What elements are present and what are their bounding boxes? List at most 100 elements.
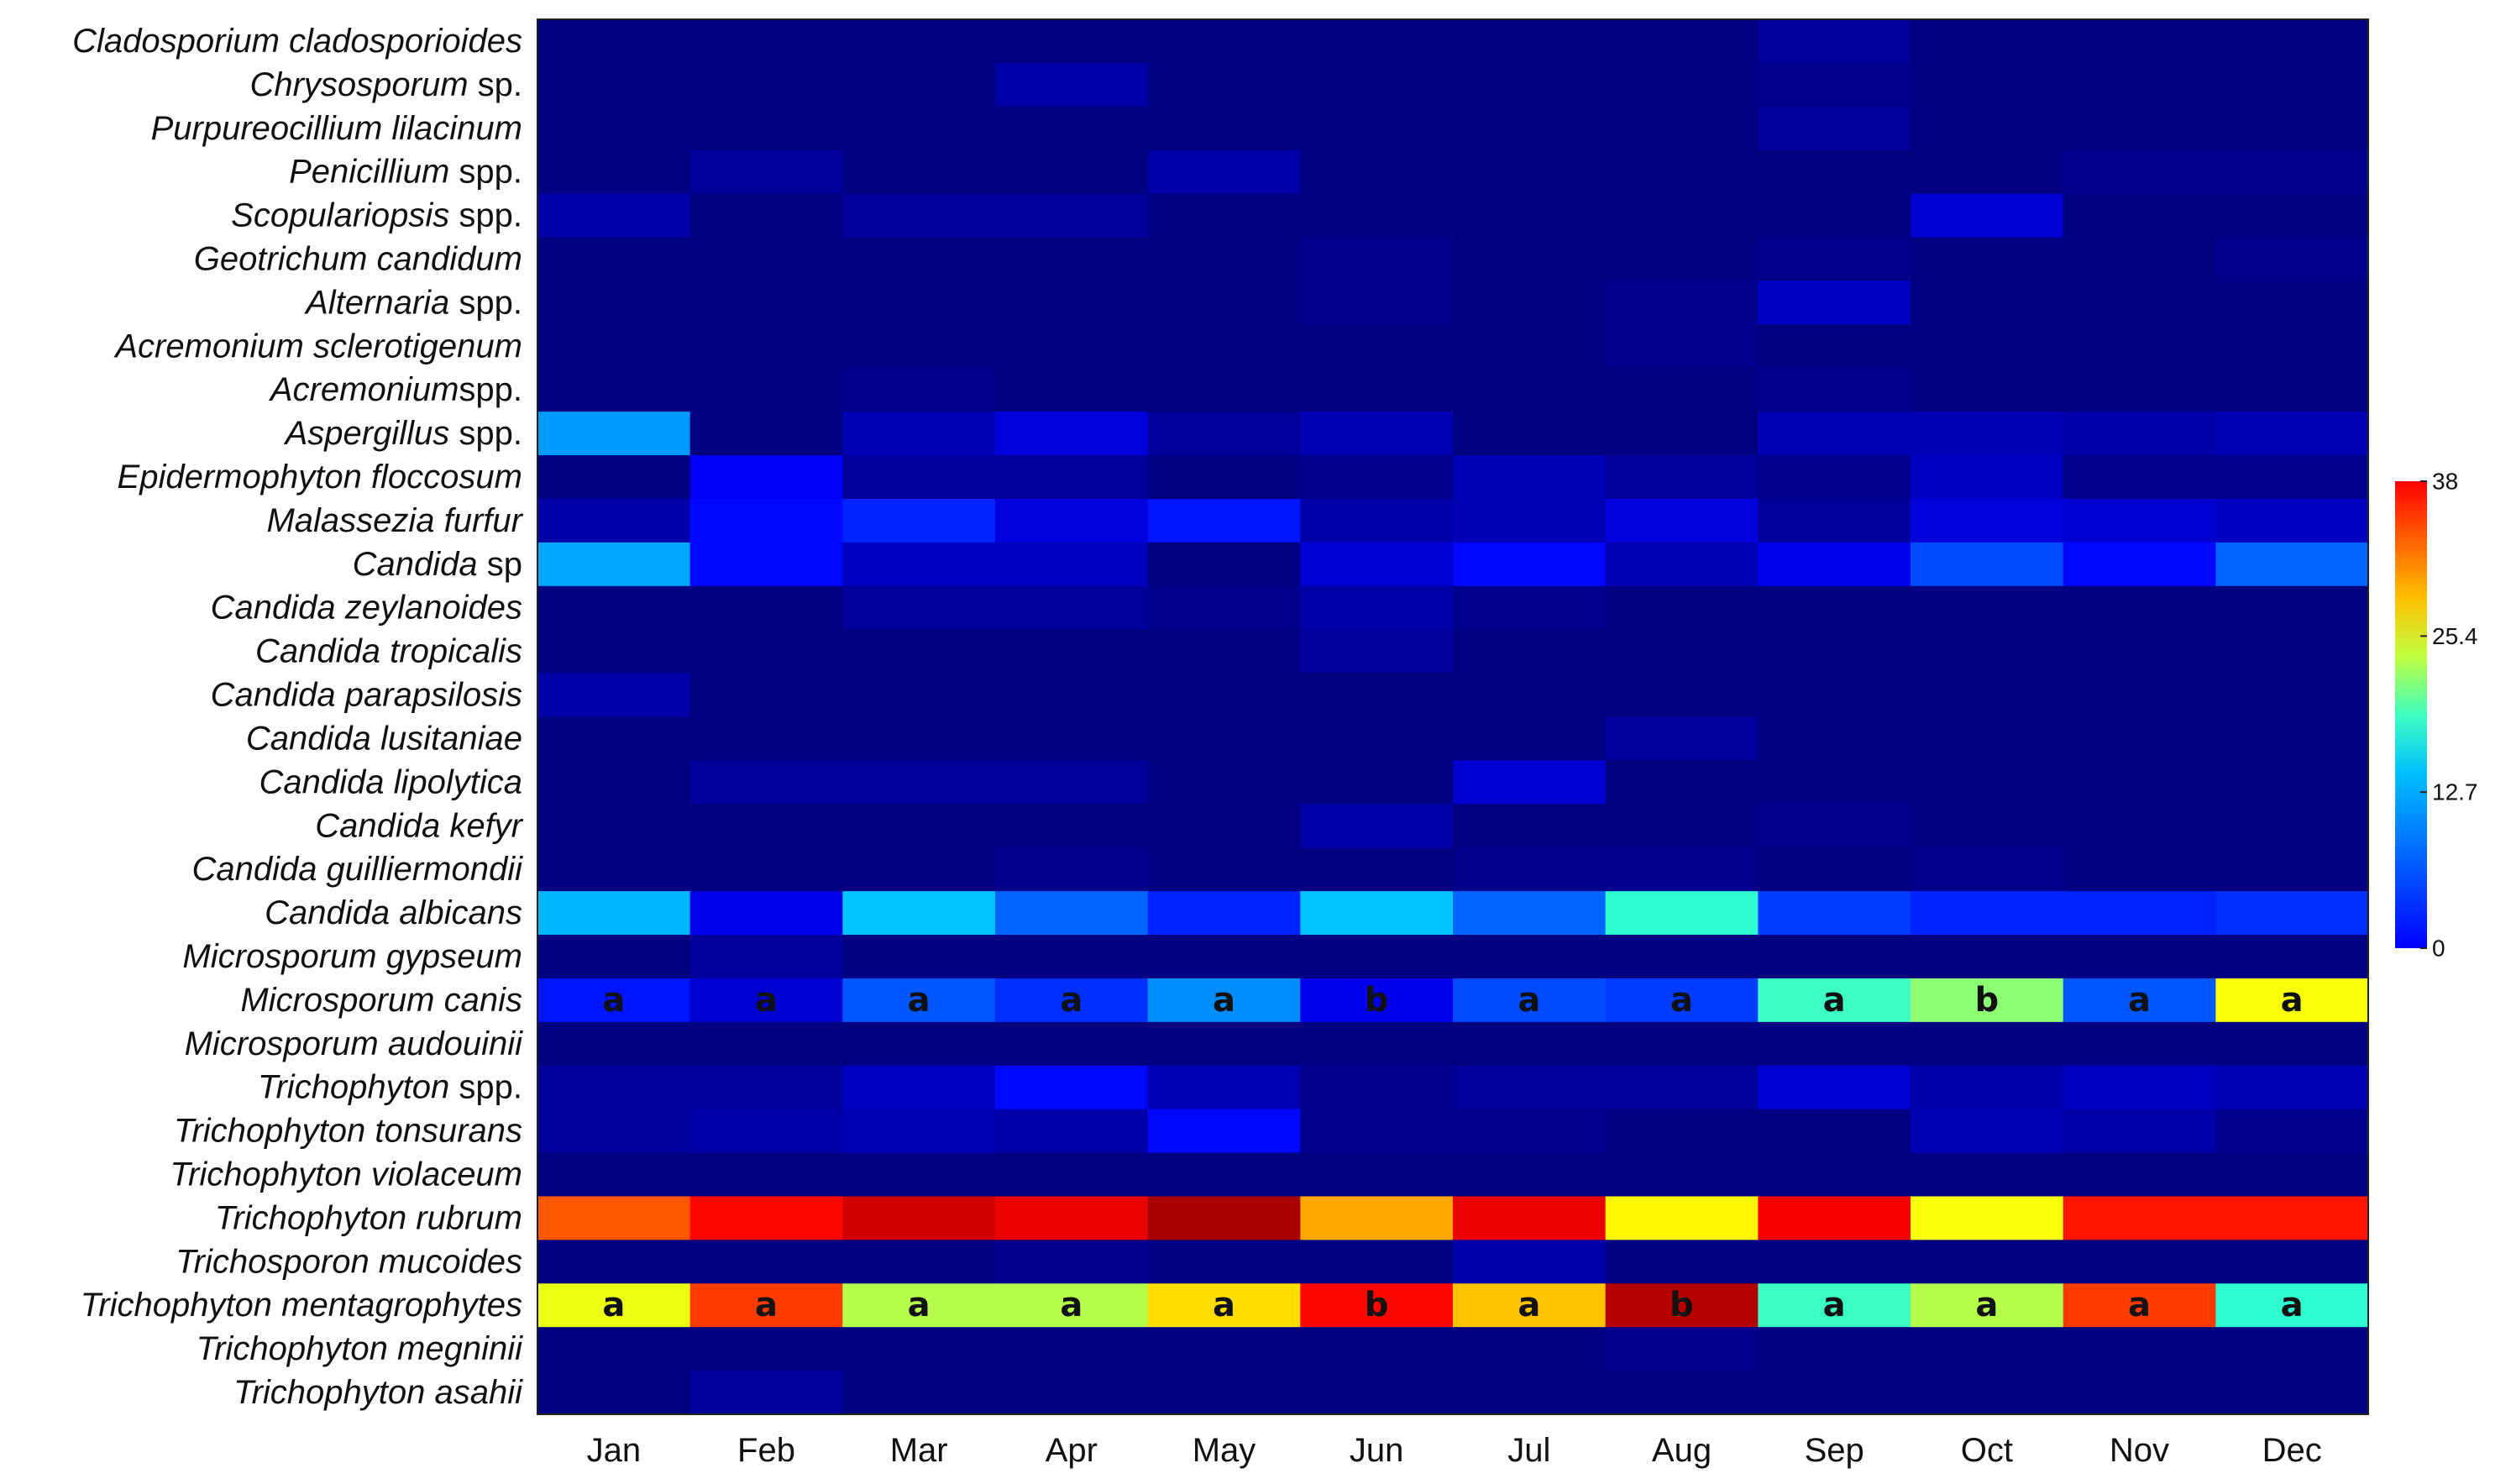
- heatmap-cell: [842, 281, 996, 325]
- heatmap-cell: [1605, 106, 1759, 151]
- heatmap-cell: [1911, 847, 2064, 892]
- heatmap-cell: [1453, 1240, 1607, 1284]
- heatmap-cell: [2063, 629, 2216, 674]
- heatmap-cell: [1300, 673, 1454, 718]
- cell-annotation: a: [908, 1286, 930, 1324]
- heatmap-cell: [689, 237, 843, 282]
- heatmap-cell: [537, 1021, 691, 1067]
- heatmap-cell: [1605, 935, 1759, 979]
- heatmap-cell: [1911, 1109, 2064, 1154]
- x-tick-label: Mar: [890, 1432, 948, 1469]
- heatmap-cell: [2063, 1021, 2216, 1067]
- cell-annotation: a: [1975, 1286, 1998, 1324]
- y-tick-label: Candida albicans: [265, 894, 522, 931]
- heatmap-cell: [1147, 716, 1301, 762]
- heatmap-cell: [1300, 629, 1454, 674]
- heatmap-cell: [689, 62, 843, 107]
- heatmap-cell: [1147, 455, 1301, 500]
- heatmap-cell: [537, 716, 691, 762]
- heatmap-cell: [1147, 673, 1301, 718]
- y-tick-label: Penicillium spp.: [289, 154, 522, 191]
- heatmap-cell: [995, 847, 1149, 892]
- heatmap-cell: [1911, 891, 2064, 936]
- heatmap-cell: [1147, 542, 1301, 587]
- heatmap-cell: [1453, 1021, 1607, 1067]
- heatmap-cell: [1911, 412, 2064, 456]
- heatmap-cell: [1147, 1065, 1301, 1110]
- heatmap-cell: [537, 455, 691, 500]
- y-tick-label: Candida lipolytica: [259, 763, 522, 800]
- heatmap-cell: [689, 1065, 843, 1110]
- heatmap-cell: [2215, 62, 2369, 107]
- heatmap-cell: [995, 1196, 1149, 1240]
- heatmap-cell: [1453, 62, 1607, 107]
- heatmap-cell: [689, 1371, 843, 1415]
- heatmap-cell: [2063, 804, 2216, 848]
- heatmap-cell: [2063, 1283, 2216, 1328]
- heatmap-cell: [1147, 498, 1301, 543]
- heatmap-cell: [2215, 978, 2369, 1023]
- heatmap-cell: [2215, 804, 2369, 848]
- heatmap-cell: [1758, 804, 1911, 848]
- heatmap-cell: [2215, 673, 2369, 718]
- heatmap-cell: [1605, 149, 1759, 195]
- heatmap-cell: [1758, 237, 1911, 282]
- heatmap-cells: [537, 19, 2369, 1415]
- heatmap-cell: [1758, 542, 1911, 587]
- heatmap-cell: [1300, 498, 1454, 543]
- heatmap-cell: [1300, 1283, 1454, 1328]
- heatmap-cell: [1605, 412, 1759, 456]
- heatmap-cell: [995, 978, 1149, 1023]
- heatmap-cell: [2063, 193, 2216, 239]
- heatmap-cell: [1911, 368, 2064, 412]
- heatmap-cell: [842, 1283, 996, 1328]
- heatmap-cell: [1911, 716, 2064, 762]
- heatmap-cell: [1147, 935, 1301, 979]
- y-tick-label: Trichophyton violaceum: [170, 1156, 522, 1193]
- colorbar-tick-label: 12.7: [2432, 779, 2478, 805]
- heatmap-cell: [1758, 412, 1911, 456]
- heatmap-cell: [995, 585, 1149, 631]
- x-tick-label: May: [1193, 1432, 1256, 1469]
- heatmap-cell: [2063, 585, 2216, 631]
- heatmap-cell: [1147, 1327, 1301, 1371]
- heatmap-cell: [1453, 324, 1607, 369]
- heatmap-cell: [537, 1196, 691, 1240]
- heatmap-cell: [537, 106, 691, 151]
- heatmap-cell: [1758, 585, 1911, 631]
- heatmap-cell: [2215, 1109, 2369, 1154]
- heatmap-cell: [1453, 1152, 1607, 1198]
- heatmap-cell: [1147, 629, 1301, 674]
- y-tick-label: Geotrichum candidum: [194, 240, 522, 277]
- heatmap-cell: [1300, 1240, 1454, 1284]
- heatmap-cell: [1605, 1021, 1759, 1067]
- y-tick-label: Candida zeylanoides: [211, 590, 522, 627]
- heatmap-cell: [1605, 847, 1759, 892]
- heatmap-cell: [1453, 585, 1607, 631]
- heatmap-cell: [1300, 1109, 1454, 1154]
- heatmap-cell: [1300, 1371, 1454, 1415]
- y-tick-label: Trichophyton rubrum: [215, 1199, 522, 1236]
- heatmap-cell: [1911, 1065, 2064, 1110]
- cell-annotation: a: [1823, 1286, 1846, 1324]
- heatmap-cell: [1453, 1196, 1607, 1240]
- heatmap-cell: [2215, 935, 2369, 979]
- heatmap-cell: [842, 19, 996, 64]
- colorbar-tick-label: 25.4: [2432, 623, 2478, 649]
- heatmap-cell: [842, 847, 996, 892]
- heatmap-cell: [1300, 891, 1454, 936]
- heatmap-cell: [1300, 237, 1454, 282]
- heatmap-cell: [1453, 629, 1607, 674]
- heatmap-cell: [1911, 1240, 2064, 1284]
- y-tick-label: Alternaria spp.: [304, 284, 522, 321]
- heatmap-cell: [995, 193, 1149, 239]
- heatmap-cell: [689, 106, 843, 151]
- heatmap-cell: [1147, 368, 1301, 412]
- heatmap-cell: [689, 498, 843, 543]
- y-axis-labels: Cladosporium cladosporioides Chrysosporum…: [72, 23, 524, 1411]
- heatmap-cell: [995, 62, 1149, 107]
- heatmap-cell: [842, 978, 996, 1023]
- heatmap-cell: [995, 760, 1149, 805]
- heatmap-cell: [689, 542, 843, 587]
